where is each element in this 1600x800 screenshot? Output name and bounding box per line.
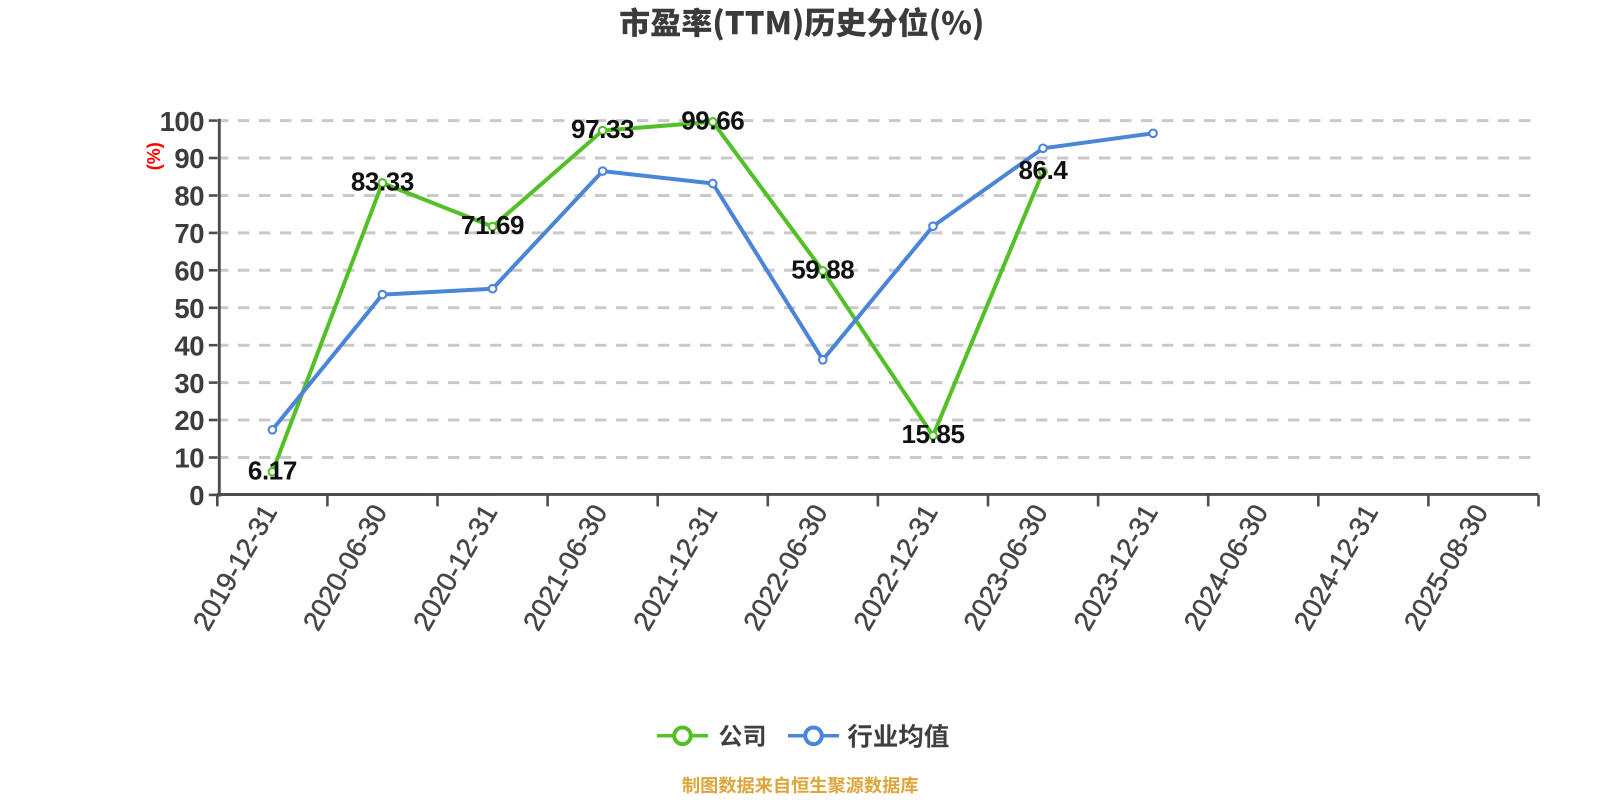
- svg-text:80: 80: [174, 181, 204, 212]
- svg-text:100: 100: [160, 106, 205, 137]
- svg-text:6.17: 6.17: [248, 455, 297, 485]
- svg-text:86.4: 86.4: [1018, 155, 1068, 185]
- svg-text:59.88: 59.88: [791, 254, 854, 284]
- svg-text:97.33: 97.33: [571, 114, 634, 144]
- svg-text:(%): (%): [144, 142, 164, 170]
- svg-text:20: 20: [174, 405, 204, 436]
- svg-text:60: 60: [174, 256, 204, 287]
- svg-text:15.85: 15.85: [901, 419, 964, 449]
- svg-text:30: 30: [174, 368, 204, 399]
- svg-text:10: 10: [174, 443, 204, 474]
- svg-text:0: 0: [189, 480, 204, 511]
- svg-text:71.69: 71.69: [461, 210, 524, 240]
- svg-text:83.33: 83.33: [351, 167, 414, 197]
- svg-text:99.66: 99.66: [681, 106, 744, 136]
- svg-text:40: 40: [174, 330, 204, 361]
- svg-text:70: 70: [174, 218, 204, 249]
- svg-text:90: 90: [174, 143, 204, 174]
- svg-text:50: 50: [174, 293, 204, 324]
